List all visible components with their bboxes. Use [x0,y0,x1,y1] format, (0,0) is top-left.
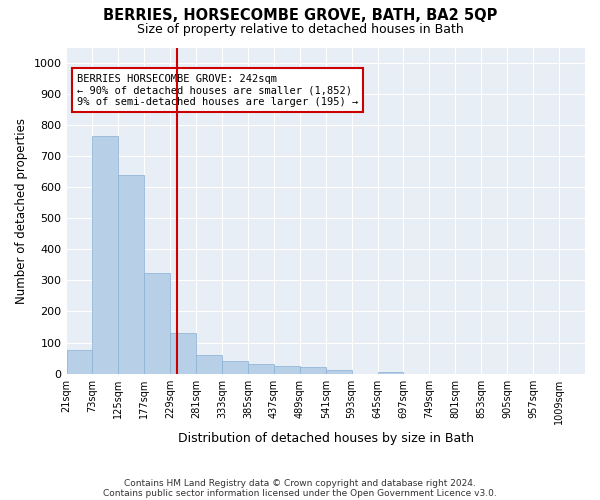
Y-axis label: Number of detached properties: Number of detached properties [15,118,28,304]
Text: BERRIES, HORSECOMBE GROVE, BATH, BA2 5QP: BERRIES, HORSECOMBE GROVE, BATH, BA2 5QP [103,8,497,22]
Bar [92,136,118,374]
Text: Contains HM Land Registry data © Crown copyright and database right 2024.: Contains HM Land Registry data © Crown c… [124,478,476,488]
Text: Contains public sector information licensed under the Open Government Licence v3: Contains public sector information licen… [103,488,497,498]
Bar [67,350,92,374]
Bar [377,372,403,374]
Text: BERRIES HORSECOMBE GROVE: 242sqm
← 90% of detached houses are smaller (1,852)
9%: BERRIES HORSECOMBE GROVE: 242sqm ← 90% o… [77,74,358,107]
Bar [118,175,144,374]
Bar [170,333,196,374]
Bar [222,361,248,374]
Bar [196,355,222,374]
Bar [145,272,170,374]
Bar [300,368,326,374]
Bar [274,366,299,374]
Bar [326,370,352,374]
Bar [248,364,274,374]
Text: Size of property relative to detached houses in Bath: Size of property relative to detached ho… [137,22,463,36]
X-axis label: Distribution of detached houses by size in Bath: Distribution of detached houses by size … [178,432,474,445]
